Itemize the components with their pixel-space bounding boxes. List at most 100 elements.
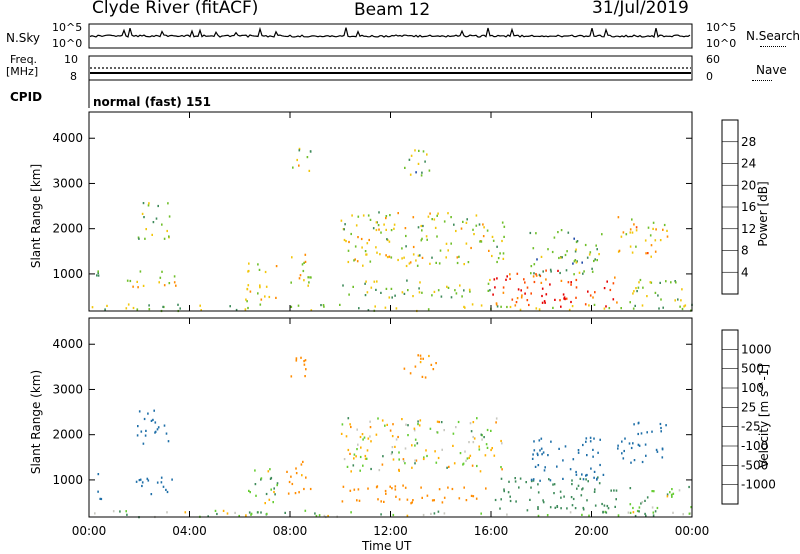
- scatter-cell: [392, 423, 394, 426]
- scatter-cell: [298, 164, 300, 167]
- colorbar-frame: [721, 329, 739, 505]
- scatter-cell: [385, 492, 387, 495]
- scatter-cell: [136, 308, 139, 311]
- scatter-cell: [582, 487, 584, 490]
- scatter-cell: [401, 247, 403, 250]
- scatter-cell: [574, 507, 577, 510]
- scatter-cell: [511, 298, 514, 301]
- scatter-cell: [421, 171, 423, 174]
- scatter-cell: [258, 268, 261, 271]
- scatter-cell: [288, 480, 291, 484]
- scatter-cell: [129, 279, 132, 283]
- scatter-cell: [412, 245, 415, 249]
- scatter-cell: [257, 292, 259, 295]
- scatter-cell: [467, 261, 470, 264]
- scatter-cell: [544, 466, 546, 469]
- scatter-cell: [471, 303, 474, 306]
- scatter-cell: [369, 218, 372, 221]
- scatter-cell: [597, 476, 599, 479]
- nave-tick-bottom: 0: [706, 70, 713, 83]
- scatter-cell: [589, 440, 592, 443]
- scatter-cell: [412, 253, 415, 256]
- scatter-cell: [597, 451, 599, 454]
- x-tick-label: 16:00: [474, 524, 509, 538]
- scatter-cell: [478, 223, 481, 226]
- scatter-cell: [509, 305, 512, 309]
- scatter-cell: [411, 501, 413, 504]
- scatter-cell: [681, 307, 684, 311]
- scatter-cell: [456, 261, 459, 265]
- scatter-cell: [415, 259, 417, 262]
- scatter-cell: [385, 287, 388, 290]
- scatter-cell: [465, 221, 468, 224]
- scatter-cell: [569, 468, 572, 471]
- scatter-cell: [602, 510, 604, 513]
- scatter-cell: [349, 423, 351, 426]
- scatter-cell: [389, 214, 391, 217]
- scatter-cell: [390, 256, 393, 259]
- scatter-cell: [367, 487, 369, 490]
- scatter-cell: [377, 417, 379, 420]
- scatter-cell: [167, 440, 170, 443]
- scatter-cell: [680, 299, 682, 302]
- scatter-cell: [542, 501, 545, 504]
- scatter-cell: [560, 279, 563, 282]
- scatter-cell: [360, 237, 363, 241]
- power-colorbar-label: Power [dB]: [756, 181, 770, 247]
- scatter-cell: [141, 212, 144, 215]
- y-tick-label: 1000: [52, 473, 83, 487]
- scatter-cell: [537, 514, 540, 517]
- scatter-cell: [432, 368, 435, 371]
- scatter-cell: [635, 229, 638, 232]
- scatter-cell: [662, 306, 664, 309]
- scatter-cell: [420, 174, 423, 177]
- scatter-cell: [425, 449, 427, 452]
- scatter-cell: [173, 275, 176, 278]
- scatter-cell: [406, 498, 409, 501]
- scatter-cell: [441, 501, 444, 504]
- y-tick-label: 1000: [52, 267, 83, 281]
- scatter-cell: [298, 491, 300, 494]
- scatter-cell: [501, 221, 504, 224]
- scatter-cell: [408, 262, 411, 265]
- scatter-cell: [489, 289, 491, 292]
- scatter-cell: [375, 228, 378, 232]
- scatter-cell: [378, 228, 380, 231]
- scatter-cell: [503, 225, 506, 228]
- scatter-cell: [144, 237, 146, 240]
- scatter-cell: [455, 229, 457, 233]
- scatter-cell: [245, 514, 247, 517]
- scatter-cell: [391, 446, 394, 449]
- scatter-cell: [549, 479, 552, 482]
- scatter-cell: [352, 464, 355, 467]
- scatter-cell: [161, 223, 163, 226]
- scatter-cell: [598, 253, 600, 256]
- scatter-cell: [564, 253, 567, 257]
- scatter-cell: [275, 296, 277, 299]
- scatter-cell: [409, 173, 412, 176]
- scatter-cell: [656, 506, 659, 510]
- scatter-cell: [612, 298, 615, 301]
- scatter-cell: [421, 496, 423, 499]
- scatter-cell: [303, 363, 306, 366]
- scatter-cell: [532, 479, 535, 482]
- scatter-cell: [386, 423, 388, 426]
- scatter-cell: [609, 288, 612, 292]
- scatter-cell: [273, 490, 275, 494]
- scatter-cell: [401, 291, 404, 294]
- scatter-cell: [679, 305, 681, 308]
- scatter-cell: [571, 479, 573, 482]
- scatter-cell: [265, 492, 268, 496]
- scatter-cell: [638, 444, 641, 447]
- scatter-cell: [665, 280, 667, 283]
- scatter-cell: [485, 487, 487, 490]
- scatter-cell: [491, 235, 494, 238]
- scatter-cell: [359, 455, 362, 459]
- scatter-cell: [636, 290, 638, 293]
- scatter-cell: [376, 251, 378, 254]
- scatter-cell: [437, 510, 440, 513]
- scatter-cell: [559, 299, 561, 302]
- scatter-cell: [234, 511, 236, 514]
- scatter-cell: [160, 476, 163, 479]
- scatter-cell: [434, 226, 437, 229]
